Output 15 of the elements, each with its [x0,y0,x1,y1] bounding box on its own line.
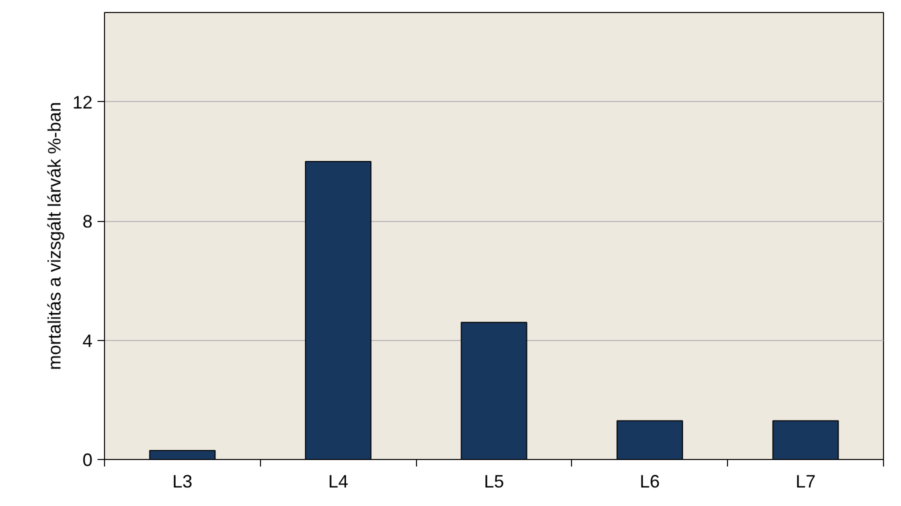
x-tick-label: L5 [484,472,504,492]
y-tick-label: 4 [82,330,93,351]
bar [772,420,839,460]
y-axis-title: mortalitás a vizsgált lárvák %-ban [44,102,64,370]
y-tick-label: 8 [82,212,93,232]
x-tick-label: L3 [172,472,192,492]
bar [304,161,372,460]
x-tick-label: L6 [640,472,660,492]
x-tick-label: L4 [328,472,348,492]
bar [616,420,684,460]
y-tick-label: 12 [72,92,93,112]
bar [460,322,528,460]
y-tick-label: 0 [82,450,93,470]
bar [149,450,216,460]
x-tick-label: L7 [796,472,816,492]
